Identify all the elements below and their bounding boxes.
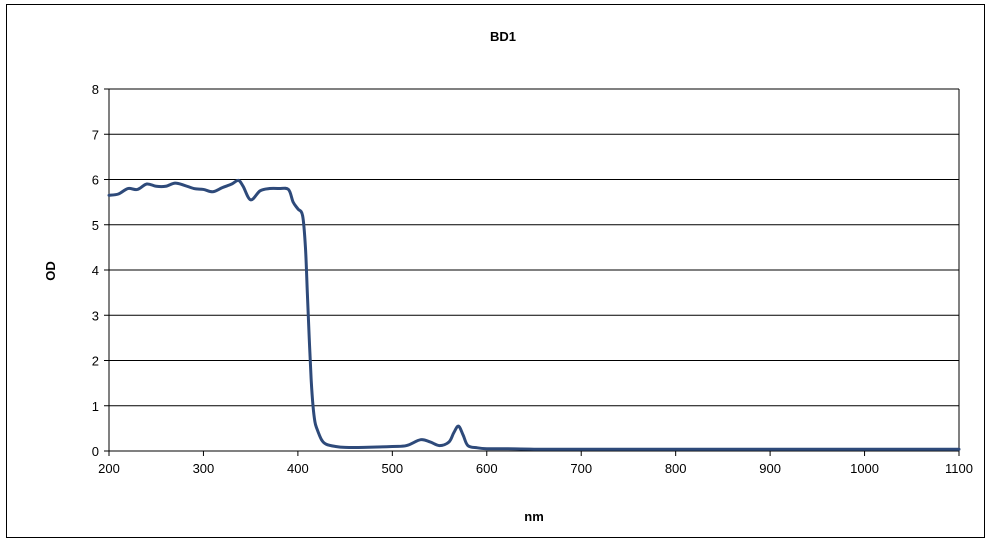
y-tick-label: 7 <box>92 127 99 142</box>
chart-frame: BD1 0 1 2 3 4 5 6 7 8 200 300 400 500 600 700 800 900 100… <box>6 4 985 538</box>
chart-svg: BD1 0 1 2 3 4 5 6 7 8 200 300 400 500 600 700 800 900 100… <box>43 29 973 524</box>
y-tick-label: 3 <box>92 308 99 323</box>
y-tick-label: 8 <box>92 82 99 97</box>
y-tick-label: 0 <box>92 444 99 459</box>
y-tick-label: 6 <box>92 173 99 188</box>
x-tick-label: 300 <box>193 461 215 476</box>
y-tick-label: 5 <box>92 218 99 233</box>
x-axis-title: nm <box>524 509 544 524</box>
x-tick-label: 700 <box>570 461 592 476</box>
y-tick-label: 1 <box>92 399 99 414</box>
y-tick-label: 4 <box>92 263 99 278</box>
series-line <box>107 178 961 451</box>
x-tick-label: 900 <box>759 461 781 476</box>
y-axis-title: OD <box>43 261 58 281</box>
x-tick-label: 500 <box>381 461 403 476</box>
x-tick-label: 1000 <box>850 461 879 476</box>
x-tick-label: 1100 <box>945 461 973 476</box>
y-tick-label: 2 <box>92 354 99 369</box>
plot-area: 0 1 2 3 4 5 6 7 8 200 300 400 500 600 700 800 900 1000 110… <box>92 82 973 476</box>
chart-title: BD1 <box>490 29 516 44</box>
x-tick-label: 600 <box>476 461 498 476</box>
x-tick-label: 200 <box>98 461 120 476</box>
x-tick-label: 400 <box>287 461 309 476</box>
x-tick-label: 800 <box>665 461 687 476</box>
